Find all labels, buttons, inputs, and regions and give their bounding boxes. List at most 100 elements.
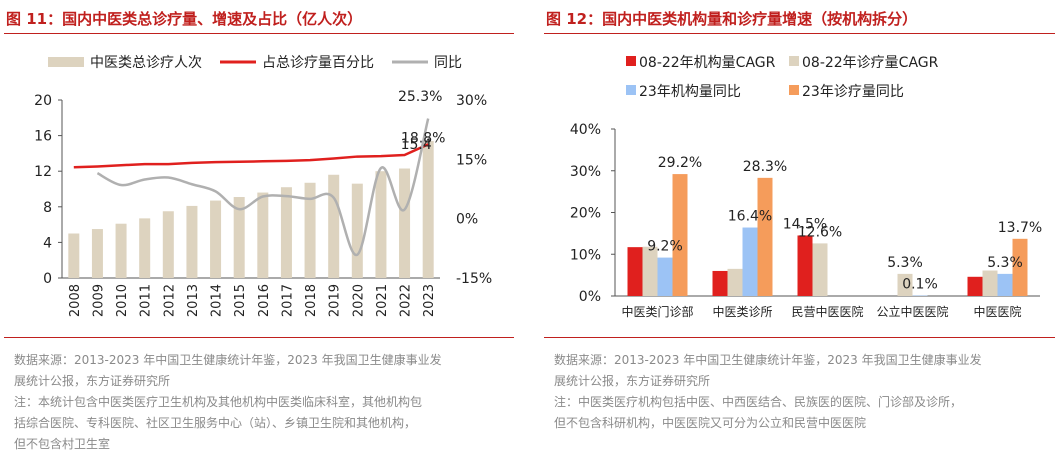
left-legend: 中医类总诊疗人次 占总诊疗量百分比 同比 [48, 55, 462, 71]
line-share-of-total [73, 143, 429, 169]
bar-data-label: 16.4% [728, 209, 772, 225]
right-title-rule [544, 33, 1055, 34]
x-tick-label: 民营中医医院 [791, 304, 863, 319]
bar-1 [642, 246, 658, 296]
bar-total-visits [115, 223, 127, 278]
bar-data-label: 13.7% [998, 220, 1042, 236]
x-tick-label: 2015 [233, 284, 248, 317]
bar-data-label: 14.5% [783, 216, 827, 232]
x-tick-label: 2009 [91, 284, 106, 317]
bar-0 [967, 276, 983, 296]
x-tick-label: 2017 [280, 284, 295, 317]
left-y-tick-label: 8 [43, 200, 52, 216]
legend-label: 08-22年机构量CAGR [639, 55, 776, 71]
bar-total-visits [375, 171, 387, 278]
right-notes: 数据来源：2013-2023 年中国卫生健康统计年鉴，2023 年我国卫生健康事… [554, 350, 1049, 434]
left-y-tick-label: 16 [34, 129, 52, 145]
bar-data-label: 5.3% [887, 255, 923, 271]
left-chart: 中医类总诊疗人次 占总诊疗量百分比 同比 0 4 8 12 16 20 -15% 0% 15% 30% 2… [34, 55, 492, 317]
bar-total-visits [328, 174, 340, 278]
bar-0 [627, 247, 643, 296]
right-y-tick-label: -15% [456, 271, 492, 287]
left-note-line: 展统计公报，东方证券研究所 [14, 374, 171, 388]
bar-total-visits [68, 233, 80, 278]
bar-total-visits [304, 182, 316, 278]
x-tick-label: 2008 [68, 284, 83, 317]
bar-1 [727, 268, 743, 296]
y-tick-label: 30% [570, 164, 601, 180]
bar-3 [1012, 238, 1028, 296]
left-note-line: 数据来源：2013-2023 年中国卫生健康统计年鉴，2023 年我国卫生健康事… [14, 353, 442, 367]
right-y-tick-label: 15% [456, 152, 487, 168]
right-figure-panel: 图 12：国内中医类机构量和诊疗量增速（按机构拆分） 08-22年机构量CAGR… [540, 0, 1061, 464]
left-title-rule [4, 33, 514, 34]
legend-label: 同比 [434, 55, 462, 71]
legend-swatch [789, 85, 799, 95]
bar-total-visits [91, 229, 103, 278]
bar-3 [757, 177, 773, 296]
legend-swatch [789, 56, 799, 66]
legend-label: 中医类总诊疗人次 [90, 55, 202, 71]
x-tick-label: 2010 [115, 284, 130, 317]
bar-2 [997, 273, 1013, 296]
x-tick-label: 中医医院 [973, 304, 1021, 319]
bar-0 [797, 235, 813, 296]
left-note-line: 括综合医院、专科医院、社区卫生服务中心（站）、乡镇卫生院和其他机构， [14, 416, 417, 430]
left-note-line: 但不包含村卫生室 [14, 437, 111, 451]
bar-1 [897, 273, 913, 296]
right-y-tick-label: 30% [456, 93, 487, 109]
left-y-tick-label: 0 [43, 271, 52, 287]
right-note-line: 但不包含科研机构，中医医院又可分为公立和民营中医医院 [554, 416, 867, 430]
bar-0 [712, 270, 728, 296]
x-tick-label: 2020 [351, 284, 366, 317]
bar-1 [982, 270, 998, 296]
right-y-tick-label: 0% [456, 212, 478, 228]
x-tick-label: 2014 [210, 284, 225, 317]
bar-total-visits [233, 197, 245, 278]
x-tick-label: 中医类诊所 [712, 304, 772, 319]
x-tick-label: 中医类门诊部 [621, 304, 693, 319]
left-figure-title: 图 11：国内中医类总诊疗量、增速及占比（亿人次） [6, 10, 363, 28]
legend-label: 23年诊疗量同比 [802, 84, 904, 100]
legend-label: 23年机构量同比 [639, 84, 741, 100]
bar-data-label: 15.4 [401, 137, 432, 153]
right-note-line: 展统计公报，东方证券研究所 [554, 374, 711, 388]
y-tick-label: 10% [570, 247, 601, 263]
bar-data-label: 28.3% [743, 159, 787, 175]
bar-total-visits [257, 192, 269, 278]
x-tick-label: 2012 [162, 284, 177, 317]
left-figure-panel: 图 11：国内中医类总诊疗量、增速及占比（亿人次） 中医类总诊疗人次 占总诊疗量百… [0, 0, 520, 464]
left-y-tick-label: 20 [34, 93, 52, 109]
y-tick-label: 20% [570, 206, 601, 222]
legend-swatch [626, 56, 636, 66]
bar-total-visits [280, 187, 292, 278]
bar-data-label: 9.2% [647, 239, 683, 255]
y-tick-label: 0% [579, 289, 601, 305]
left-y-tick-label: 4 [43, 235, 52, 251]
x-tick-label: 2018 [304, 284, 319, 317]
right-note-line: 数据来源：2013-2023 年中国卫生健康统计年鉴，2023 年我国卫生健康事… [554, 353, 982, 367]
bar-total-visits [162, 211, 174, 278]
left-note-line: 注：本统计包含中医类医疗卫生机构及其他机构中医类临床科室，其他机构包 [14, 395, 423, 409]
share-data-label: 18.8% [401, 130, 445, 146]
x-tick-label: 2011 [139, 284, 154, 317]
bar-total-visits [186, 205, 198, 278]
right-bottom-rule [544, 337, 1055, 338]
bar-total-visits [351, 183, 363, 278]
bar-data-label: 12.6% [798, 224, 842, 240]
right-chart: 08-22年机构量CAGR 08-22年诊疗量CAGR 23年机构量同比 23年诊疗量… [570, 55, 1042, 319]
bar-2 [657, 257, 673, 296]
right-legend: 08-22年机构量CAGR 08-22年诊疗量CAGR 23年机构量同比 23年诊疗量… [626, 55, 939, 100]
x-tick-label: 2016 [257, 284, 272, 317]
bar-data-label: 29.2% [658, 155, 702, 171]
x-tick-label: 2023 [422, 284, 437, 317]
legend-label: 08-22年诊疗量CAGR [802, 55, 939, 71]
x-tick-label: 2013 [186, 284, 201, 317]
bar-data-label: 5.3% [987, 255, 1023, 271]
bar-total-visits [210, 200, 222, 278]
legend-swatch-bar [48, 57, 84, 67]
left-bottom-rule [4, 337, 514, 338]
yoy-data-label: 25.3% [398, 89, 442, 105]
right-figure-title: 图 12：国内中医类机构量和诊疗量增速（按机构拆分） [546, 10, 918, 28]
x-tick-label: 公立中医医院 [876, 304, 948, 319]
